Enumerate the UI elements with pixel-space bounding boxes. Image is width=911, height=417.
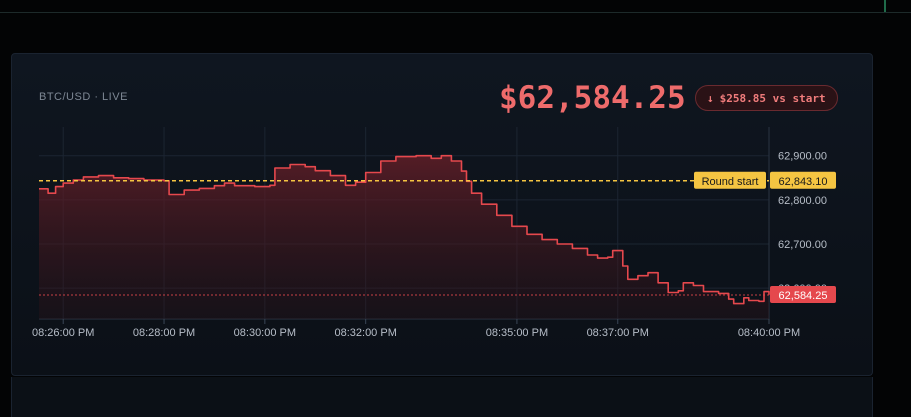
x-tick-label: 08:30:00 PM [234, 327, 296, 339]
x-tick-label: 08:28:00 PM [133, 327, 195, 339]
price-line [39, 154, 770, 305]
pair-label: BTC/USD · LIVE [39, 91, 128, 103]
start-price-tag: 62,843.10 [779, 176, 828, 188]
y-tick-label: 62,700.00 [778, 239, 827, 251]
current-price: $62,584.25 [499, 80, 686, 116]
price-tags: 62,843.10 62,584.25 [770, 171, 836, 304]
current-price-tag: 62,584.25 [779, 290, 828, 302]
chart-area [39, 154, 770, 319]
price-delta-badge: ↓ $258.85 vs start [695, 85, 838, 111]
y-tick-label: 62,800.00 [778, 195, 827, 207]
corner-marker [884, 0, 886, 12]
y-tick-label: 62,900.00 [778, 151, 827, 163]
x-tick-label: 08:40:00 PM [738, 327, 800, 339]
x-tick-label: 08:32:00 PM [334, 327, 396, 339]
x-tick-label: 08:26:00 PM [32, 327, 94, 339]
round-start-label: Round start [702, 176, 759, 188]
delta-text: $258.85 vs start [719, 91, 826, 105]
x-tick-label: 08:35:00 PM [486, 327, 548, 339]
start-price-tag-bg [770, 171, 836, 189]
price-area-fill [39, 155, 769, 319]
x-tick-label: 08:37:00 PM [587, 327, 649, 339]
current-price-tag-bg [770, 286, 836, 304]
card-footer [11, 377, 873, 417]
reference-lines: Round start [39, 171, 769, 296]
round-start-label-bg [694, 171, 766, 189]
top-divider [0, 12, 911, 13]
arrow-down-icon: ↓ [707, 91, 714, 105]
x-axis: 08:26:00 PM 08:28:00 PM 08:30:00 PM 08:32:0… [32, 319, 800, 339]
